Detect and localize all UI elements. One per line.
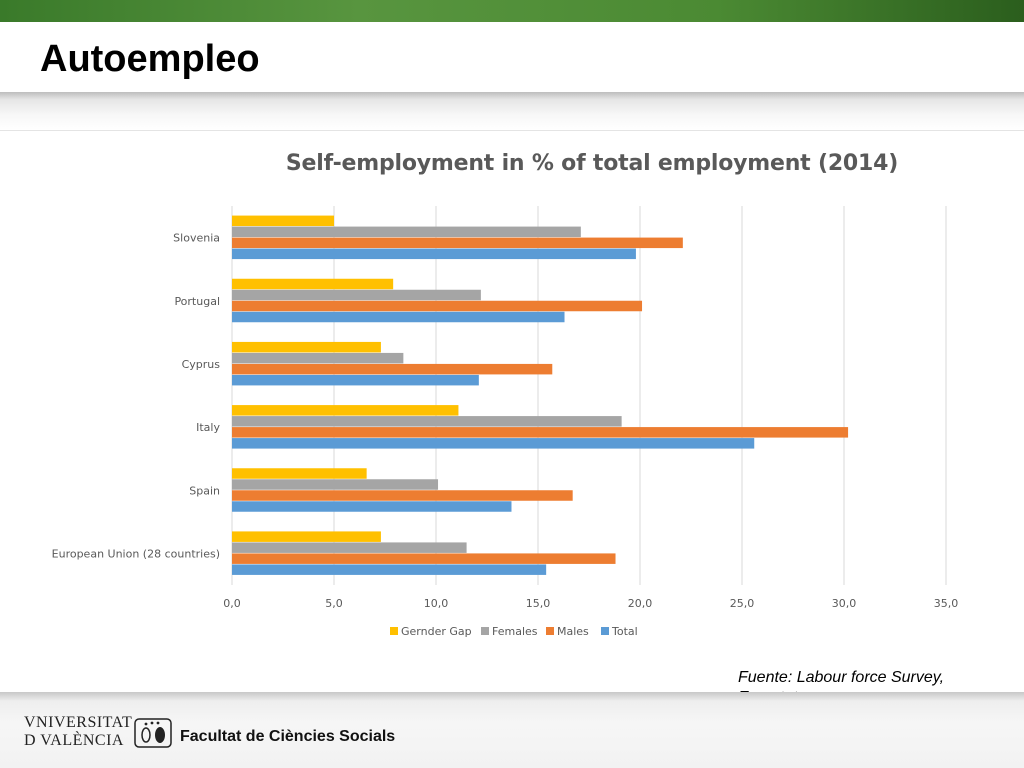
- bar: [232, 374, 479, 386]
- legend-swatch: [601, 627, 609, 635]
- faculty-name: Facultat de Ciències Socials: [180, 728, 396, 745]
- bar: [232, 363, 553, 375]
- bar: [232, 468, 367, 479]
- category-label: Portugal: [174, 295, 220, 308]
- bar: [232, 226, 581, 238]
- legend-label: Females: [492, 625, 538, 638]
- category-label: Italy: [196, 421, 220, 434]
- bar: [232, 531, 381, 542]
- x-tick-label: 0,0: [223, 597, 241, 610]
- bar: [232, 553, 616, 564]
- bar: [232, 278, 394, 290]
- legend-label: Total: [611, 625, 638, 638]
- bar: [232, 215, 334, 227]
- slide-title: Autoempleo: [40, 38, 260, 80]
- x-tick-label: 20,0: [628, 597, 653, 610]
- bar: [232, 300, 643, 312]
- category-label: European Union (28 countries): [52, 547, 220, 560]
- x-tick-label: 35,0: [934, 597, 959, 610]
- chart-title: Self-employment in % of total employment…: [285, 151, 899, 176]
- x-tick-label: 30,0: [832, 597, 857, 610]
- bar: [232, 416, 622, 427]
- x-tick-label: 5,0: [325, 597, 343, 610]
- bar: [232, 501, 512, 512]
- legend-swatch: [546, 627, 554, 635]
- bar: [232, 311, 565, 323]
- header-bar: [0, 0, 1024, 22]
- bar: [232, 542, 467, 553]
- university-name-line1: VNIVERSITAT: [24, 714, 133, 731]
- bar: [232, 438, 755, 449]
- legend-swatch: [481, 627, 489, 635]
- bar: [232, 490, 573, 501]
- bar: [232, 248, 636, 260]
- bar: [232, 427, 849, 438]
- bar: [232, 479, 439, 490]
- bar: [232, 405, 459, 416]
- category-label: Spain: [189, 484, 220, 497]
- bar: [232, 237, 683, 249]
- bar-chart: 0,0 5,0 10,0 15,0 20,0 25,0 30,0 35,0 Slovenia Po…: [52, 206, 959, 638]
- category-label: Cyprus: [182, 358, 221, 371]
- bar: [232, 289, 481, 301]
- university-logo: VNIVERSITAT D VALÈNCIA: [24, 714, 133, 750]
- x-tick-label: 25,0: [730, 597, 755, 610]
- title-divider: [0, 92, 1024, 131]
- university-name-line2: D VALÈNCIA: [24, 732, 124, 749]
- legend-label: Males: [557, 625, 589, 638]
- bar: [232, 564, 547, 575]
- legend-swatch: [390, 627, 398, 635]
- bar: [232, 341, 381, 353]
- bar: [232, 352, 404, 364]
- faculty-emblem-icon: [134, 718, 172, 748]
- x-tick-label: 15,0: [526, 597, 551, 610]
- legend-label: Gernder Gap: [401, 625, 472, 638]
- category-label: Slovenia: [173, 232, 220, 245]
- x-tick-label: 10,0: [424, 597, 449, 610]
